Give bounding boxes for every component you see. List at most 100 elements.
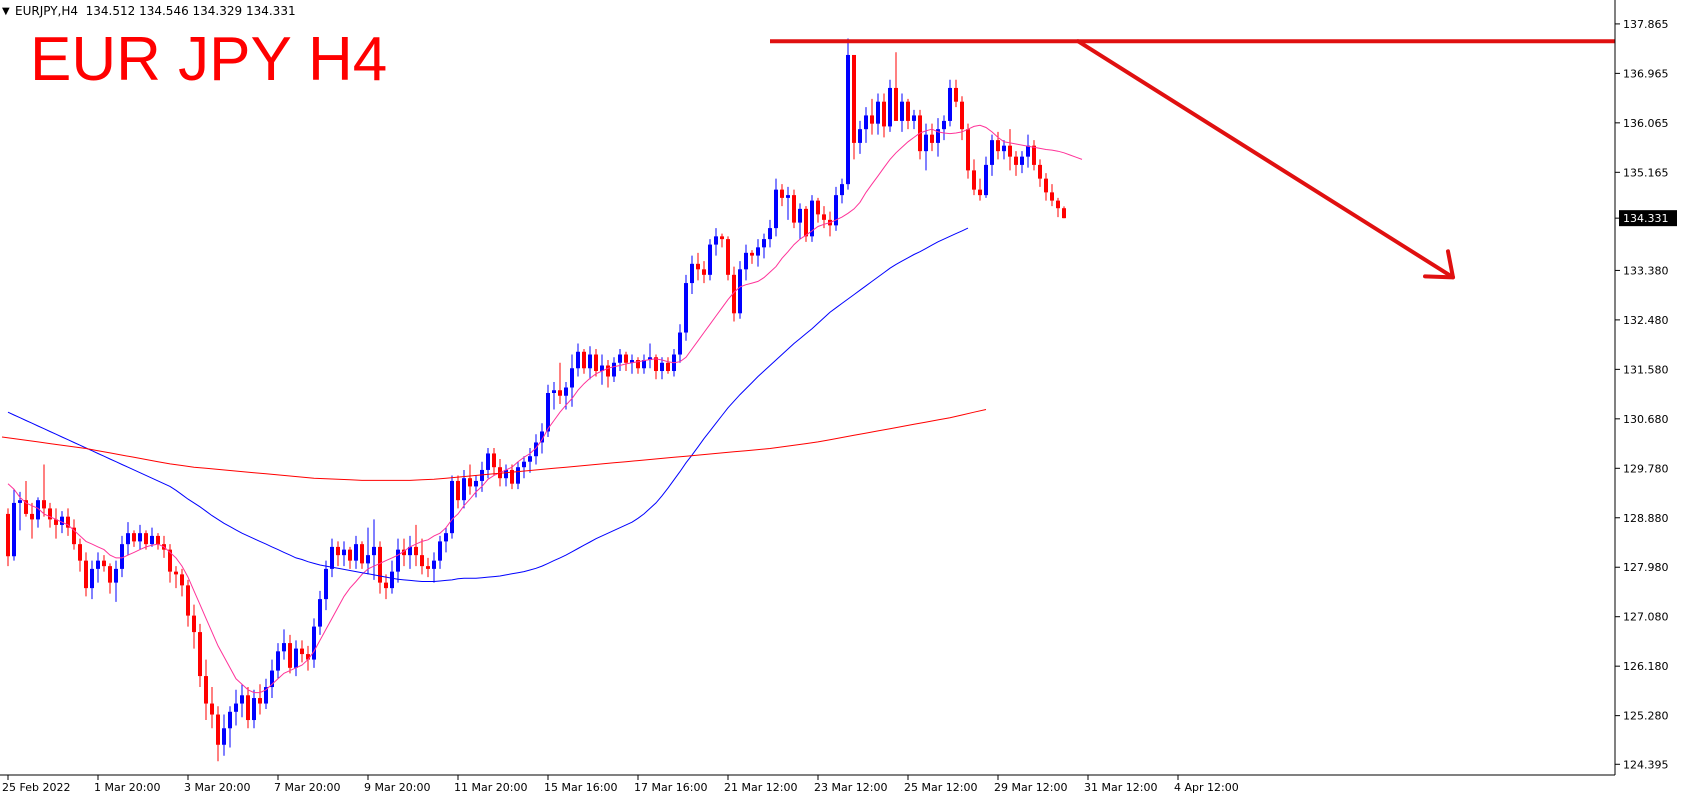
bull-candle	[354, 544, 358, 561]
bear-candle	[198, 632, 202, 677]
bull-candle	[564, 387, 568, 396]
bull-candle	[714, 236, 718, 245]
bear-candle	[492, 453, 496, 468]
bull-candle	[432, 560, 436, 569]
bull-candle	[768, 228, 772, 240]
bull-candle	[372, 546, 376, 556]
price-tick-label: 131.580	[1623, 363, 1669, 376]
time-tick-label: 21 Mar 12:00	[724, 781, 797, 794]
bull-candle	[864, 115, 868, 130]
bull-candle	[1002, 145, 1006, 152]
bull-candle	[294, 648, 298, 668]
bull-candle	[786, 195, 790, 198]
bull-candle	[342, 549, 346, 556]
bull-candle	[450, 480, 454, 534]
bull-candle	[648, 357, 652, 361]
bear-candle	[666, 362, 670, 372]
bear-candle	[156, 535, 160, 545]
price-tick-label: 132.480	[1623, 314, 1669, 327]
bull-candle	[888, 87, 892, 127]
bull-candle	[900, 101, 904, 121]
bear-candle	[906, 101, 910, 121]
bear-candle	[1050, 192, 1054, 201]
price-tick-label: 133.380	[1623, 264, 1669, 277]
bull-candle	[366, 555, 370, 564]
bull-candle	[276, 651, 280, 671]
price-tick-label: 136.065	[1623, 117, 1669, 130]
bear-candle	[1032, 145, 1036, 165]
price-tick-label: 136.965	[1623, 67, 1669, 80]
bull-candle	[1026, 145, 1030, 157]
bull-candle	[936, 129, 940, 143]
bear-candle	[636, 360, 640, 369]
bear-candle	[204, 676, 208, 704]
bear-candle	[870, 115, 874, 124]
bull-candle	[600, 365, 604, 372]
symbol-info-line: EURJPY,H4 134.512 134.546 134.329 134.33…	[15, 4, 296, 18]
time-tick-label: 15 Mar 16:00	[544, 781, 617, 794]
bull-candle	[438, 541, 442, 561]
downtrend-arrowhead-icon[interactable]	[1423, 249, 1455, 280]
bull-candle	[612, 362, 616, 377]
bull-candle	[264, 687, 268, 704]
bear-candle	[1008, 145, 1012, 157]
bull-candle	[588, 354, 592, 369]
bull-candle	[762, 239, 766, 248]
bear-candle	[54, 519, 58, 525]
bear-candle	[1062, 208, 1066, 219]
bear-candle	[792, 195, 796, 223]
time-tick-label: 3 Mar 20:00	[184, 781, 250, 794]
price-axis[interactable]: 137.865 136.965 136.065 135.165 134.331 133.3…	[1615, 18, 1677, 771]
bear-candle	[822, 214, 826, 220]
symbol-menu-arrow-icon[interactable]: ▼	[2, 6, 10, 17]
bear-candle	[24, 500, 28, 514]
bear-candle	[246, 695, 250, 721]
bear-candle	[456, 480, 460, 501]
bull-candle	[480, 469, 484, 481]
drawings[interactable]	[770, 39, 1615, 280]
bear-candle	[1038, 164, 1042, 179]
bull-candle	[534, 442, 538, 457]
ma-fast-line	[7, 124, 1083, 694]
bear-candle	[420, 555, 424, 567]
bear-candle	[102, 560, 106, 567]
bull-candle	[126, 533, 130, 545]
downtrend-arrow-line[interactable]	[1076, 39, 1455, 280]
price-tick-label: 127.080	[1623, 611, 1669, 624]
last-price-label-bg	[1619, 210, 1677, 227]
price-tick-label: 124.395	[1623, 758, 1669, 771]
bear-candle	[750, 252, 754, 256]
time-tick-label: 25 Mar 12:00	[904, 781, 977, 794]
bull-candle	[282, 643, 286, 652]
price-tick-label: 135.165	[1623, 166, 1669, 179]
bull-candle	[990, 140, 994, 165]
bear-candle	[720, 236, 724, 240]
bull-candle	[12, 502, 16, 557]
bull-candle	[942, 120, 946, 130]
bear-candle	[960, 101, 964, 130]
bull-candle	[540, 431, 544, 443]
bear-candle	[348, 549, 352, 561]
bull-candle	[396, 549, 400, 572]
bear-candle	[852, 54, 856, 143]
bear-candle	[360, 544, 364, 564]
bull-candle	[390, 571, 394, 589]
time-axis[interactable]: 25 Feb 2022 1 Mar 20:00 3 Mar 20:00 7 Mar 2…	[2, 775, 1239, 794]
bear-candle	[186, 585, 190, 616]
bull-candle	[486, 453, 490, 470]
bear-candle	[384, 582, 388, 589]
bear-candle	[402, 549, 406, 556]
last-price-label: 134.331	[1623, 212, 1669, 225]
price-tick-label: 126.180	[1623, 660, 1669, 673]
bear-candle	[6, 513, 10, 557]
bear-candle	[78, 544, 82, 561]
bull-candle	[744, 252, 748, 270]
bull-candle	[462, 478, 466, 501]
bear-candle	[882, 101, 886, 127]
bull-candle	[834, 195, 838, 226]
bull-candle	[684, 283, 688, 333]
bear-candle	[954, 87, 958, 102]
bull-candle	[408, 546, 412, 556]
